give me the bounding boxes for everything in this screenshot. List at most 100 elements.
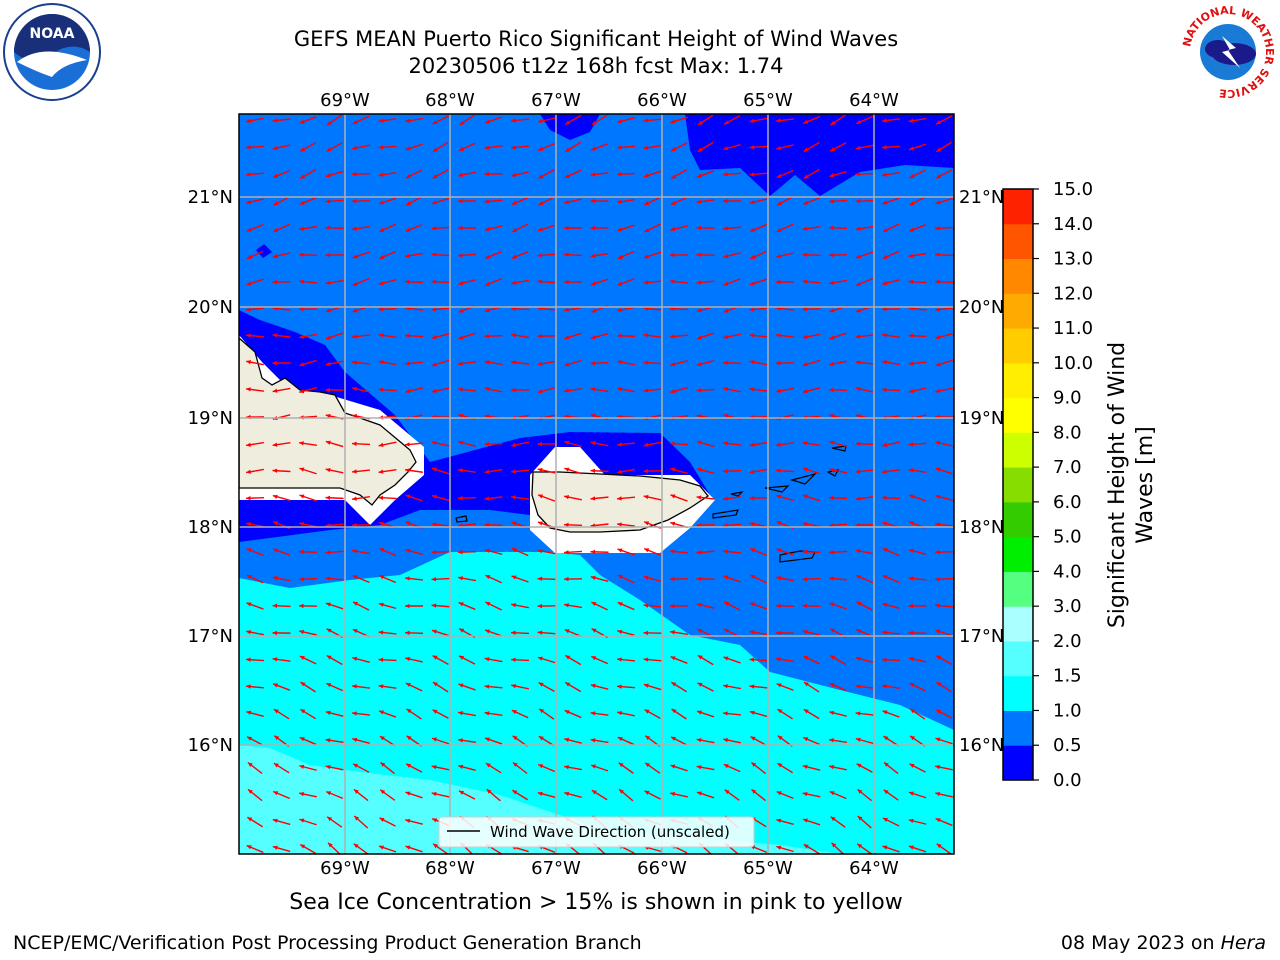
wave-direction-arrow xyxy=(723,252,741,259)
wave-direction-arrow xyxy=(802,549,821,555)
wave-direction-arrow xyxy=(856,763,873,773)
wave-direction-arrow xyxy=(723,386,741,393)
lat-tick-right: 21°N xyxy=(959,187,1004,208)
wave-direction-arrow xyxy=(855,441,874,446)
wave-direction-arrow xyxy=(616,172,636,177)
wave-direction-arrow xyxy=(908,818,927,825)
wave-direction-arrow xyxy=(537,576,556,582)
wave-direction-arrow xyxy=(563,279,583,285)
wave-direction-arrow xyxy=(457,253,477,258)
wave-direction-arrow xyxy=(404,630,424,636)
wave-direction-arrow xyxy=(353,788,369,802)
wave-direction-arrow xyxy=(510,360,530,365)
wave-direction-arrow xyxy=(855,469,874,474)
sea-ice-note: Sea Ice Concentration > 15% is shown in … xyxy=(289,890,903,915)
map-subtitle: 20230506 t12z 168h fcst Max: 1.74 xyxy=(408,54,784,78)
wave-direction-arrow xyxy=(749,223,768,233)
wave-direction-arrow xyxy=(484,386,503,393)
wave-direction-arrow xyxy=(775,360,795,366)
wave-direction-arrow xyxy=(803,655,820,665)
wave-direction-arrow xyxy=(775,603,795,609)
wave-direction-arrow xyxy=(352,656,370,663)
wave-direction-arrow xyxy=(617,387,635,393)
colorbar-segment xyxy=(1003,640,1033,677)
wave-direction-arrow xyxy=(670,196,688,206)
wave-direction-arrow xyxy=(272,333,291,338)
wave-direction-arrow xyxy=(803,141,820,153)
lon-tick-labels-top: 69°W 68°W 67°W 66°W 65°W 64°W xyxy=(320,90,899,111)
wave-direction-arrow xyxy=(618,762,634,774)
lon-tick-top: 64°W xyxy=(849,90,899,111)
wave-direction-arrow xyxy=(908,468,927,474)
anegada xyxy=(831,445,847,452)
wave-direction-arrow xyxy=(273,708,290,720)
colorbar-tick-label: 1.0 xyxy=(1053,700,1082,721)
wave-direction-arrow xyxy=(935,709,953,719)
wave-direction-arrow xyxy=(378,657,397,662)
wave-direction-arrow xyxy=(776,387,794,393)
wave-direction-arrow xyxy=(299,387,317,394)
wave-direction-arrow xyxy=(378,845,397,853)
wave-direction-arrow xyxy=(563,550,583,555)
wave-direction-arrow xyxy=(351,225,371,231)
wave-direction-arrow xyxy=(829,682,847,692)
wave-direction-arrow xyxy=(775,657,795,662)
wave-direction-arrow xyxy=(908,143,927,151)
wave-direction-arrow xyxy=(723,278,741,286)
wave-direction-arrow xyxy=(299,197,317,205)
colorbar-segment xyxy=(1003,258,1033,294)
wave-direction-arrow xyxy=(881,630,901,635)
wave-direction-arrow xyxy=(617,117,635,124)
wave-direction-arrow xyxy=(563,225,583,231)
wave-direction-arrow xyxy=(299,494,317,502)
wave-direction-arrow xyxy=(881,306,901,312)
wave-direction-arrow xyxy=(670,494,688,502)
wave-direction-arrow xyxy=(353,843,369,854)
wave-direction-arrow xyxy=(431,791,450,798)
wave-direction-arrow xyxy=(378,387,397,392)
wave-direction-arrow xyxy=(510,469,530,474)
wave-direction-arrow xyxy=(405,818,423,825)
wave-direction-arrow xyxy=(669,441,689,446)
colorbar-tick-label: 9.0 xyxy=(1053,388,1082,409)
wave-direction-arrow xyxy=(802,333,821,339)
wave-direction-arrow xyxy=(511,279,529,285)
wave-direction-arrow xyxy=(776,762,794,774)
wave-direction-arrow xyxy=(299,333,317,339)
wave-direction-arrow xyxy=(325,170,344,178)
wave-direction-arrow xyxy=(379,817,396,827)
wave-direction-arrow xyxy=(881,495,901,500)
wave-direction-arrow xyxy=(882,441,900,448)
wave-direction-arrow xyxy=(749,441,768,447)
wave-direction-arrow xyxy=(749,547,768,557)
wave-direction-arrow xyxy=(431,764,450,771)
wave-direction-arrow xyxy=(749,468,768,474)
wave-direction-arrow xyxy=(776,790,794,800)
wave-direction-arrow xyxy=(245,657,265,662)
colorbar-segment xyxy=(1003,432,1033,468)
wave-direction-arrow xyxy=(298,306,318,312)
wave-direction-arrow xyxy=(404,576,424,581)
colorbar: 0.0 0.5 1.0 1.5 2.0 3.0 4.0 5.0 6.0 7.0 8.0 9.0 10.0… xyxy=(1002,179,1093,791)
wave-direction-arrow xyxy=(537,117,556,124)
wave-direction-arrow xyxy=(458,171,476,178)
wave-direction-arrow xyxy=(643,388,662,393)
wave-direction-arrow xyxy=(353,815,369,829)
wave-direction-arrow xyxy=(352,737,370,744)
wave-direction-arrow xyxy=(909,169,926,179)
wave-direction-arrow xyxy=(829,170,847,178)
wave-direction-arrow xyxy=(882,223,900,233)
wave-direction-arrow xyxy=(511,196,529,206)
wave-direction-arrow xyxy=(828,225,848,231)
wave-direction-arrow xyxy=(908,117,927,123)
wave-direction-arrow xyxy=(802,522,821,528)
wave-direction-arrow xyxy=(405,387,423,394)
wave-direction-arrow xyxy=(326,816,343,828)
wave-direction-arrow xyxy=(643,360,662,365)
wave-direction-arrow xyxy=(590,655,609,665)
wave-direction-arrow xyxy=(405,196,423,206)
wave-direction-arrow xyxy=(776,845,794,853)
wave-direction-arrow xyxy=(617,468,635,474)
wave-direction-arrow xyxy=(484,116,503,124)
wave-direction-arrow xyxy=(644,762,661,774)
